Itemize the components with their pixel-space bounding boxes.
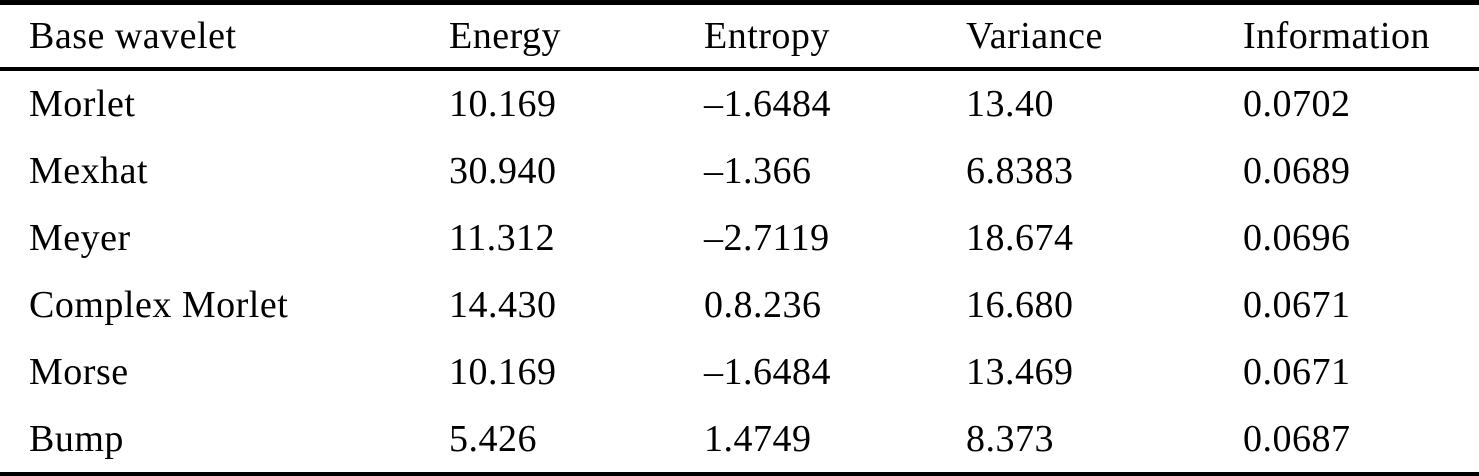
table-row: Meyer 11.312 –2.7119 18.674 0.0696: [0, 205, 1479, 272]
cell-wavelet: Morse: [29, 350, 129, 393]
header-row: Base wavelet Energy Entropy Variance Inf…: [0, 3, 1479, 69]
cell-energy: 10.169: [449, 350, 557, 393]
cell-wavelet: Bump: [29, 417, 124, 460]
column-header-energy: Energy: [449, 15, 562, 57]
cell-entropy: –1.6484: [704, 83, 831, 126]
cell-variance: 16.680: [966, 283, 1074, 326]
table-row: Morlet 10.169 –1.6484 13.40 0.0702: [0, 69, 1479, 138]
cell-variance: 6.8383: [966, 150, 1074, 193]
cell-information: 0.0702: [1243, 83, 1351, 126]
table-row: Bump 5.426 1.4749 8.373 0.0687: [0, 405, 1479, 474]
table-row: Complex Morlet 14.430 0.8.236 16.680 0.0…: [0, 271, 1479, 338]
cell-entropy: –2.7119: [704, 217, 830, 260]
cell-entropy: –1.6484: [704, 350, 831, 393]
column-header-information: Information: [1243, 15, 1431, 57]
column-header-variance: Variance: [966, 15, 1103, 57]
cell-energy: 14.430: [449, 283, 557, 326]
cell-wavelet: Morlet: [29, 83, 136, 126]
table-body: Morlet 10.169 –1.6484 13.40 0.0702 Mexha…: [0, 69, 1479, 474]
table-row: Morse 10.169 –1.6484 13.469 0.0671: [0, 338, 1479, 405]
column-header-entropy: Entropy: [704, 15, 830, 57]
table-row: Mexhat 30.940 –1.366 6.8383 0.0689: [0, 138, 1479, 205]
table-header: Base wavelet Energy Entropy Variance Inf…: [0, 3, 1479, 69]
cell-energy: 10.169: [449, 83, 557, 126]
cell-variance: 18.674: [966, 217, 1074, 260]
cell-entropy: 1.4749: [704, 417, 812, 460]
cell-variance: 8.373: [966, 417, 1054, 460]
cell-wavelet: Complex Morlet: [29, 283, 289, 326]
cell-variance: 13.469: [966, 350, 1074, 393]
cell-information: 0.0671: [1243, 283, 1351, 326]
cell-information: 0.0671: [1243, 350, 1351, 393]
cell-energy: 30.940: [449, 150, 557, 193]
cell-information: 0.0696: [1243, 217, 1351, 260]
column-header-base-wavelet: Base wavelet: [29, 15, 237, 57]
cell-variance: 13.40: [966, 83, 1054, 126]
cell-energy: 11.312: [449, 217, 556, 260]
cell-wavelet: Meyer: [29, 217, 131, 260]
cell-information: 0.0687: [1243, 417, 1351, 460]
cell-entropy: 0.8.236: [704, 283, 822, 326]
cell-entropy: –1.366: [704, 150, 812, 193]
cell-wavelet: Mexhat: [29, 150, 149, 193]
cell-energy: 5.426: [449, 417, 537, 460]
cell-information: 0.0689: [1243, 150, 1351, 193]
